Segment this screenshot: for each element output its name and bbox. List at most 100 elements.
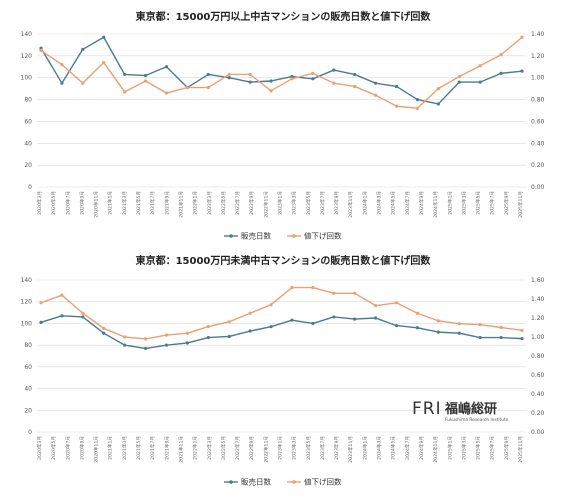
series-line-2 — [40, 36, 523, 110]
x-tick-label: 2023年3月 — [291, 191, 298, 215]
y-tick-label: 40 — [24, 140, 32, 147]
x-tick-label: 2025年5月 — [475, 191, 482, 215]
x-tick-label: 2020年11月 — [93, 436, 100, 463]
x-tick-label: 2020年9月 — [78, 191, 85, 215]
x-tick-label: 2021年9月 — [163, 436, 170, 460]
y2-tick-label: 0.80 — [531, 353, 545, 360]
data-point-2 — [415, 106, 420, 110]
x-tick-label: 2025年1月 — [446, 191, 453, 215]
x-tick-label: 2022年5月 — [220, 191, 227, 215]
x-tick-label: 2025年9月 — [503, 436, 510, 460]
logo: FRI 福嶋総研 Fukushima Research Institute — [412, 399, 509, 423]
data-point-1 — [499, 335, 503, 340]
logo-name-en: Fukushima Research Institute — [445, 417, 509, 423]
data-point-2 — [520, 328, 524, 332]
x-tick-label: 2022年1月 — [192, 191, 199, 215]
x-tick-label: 2020年3月 — [36, 191, 43, 215]
x-tick-label: 2022年7月 — [234, 191, 241, 215]
data-point-1 — [269, 79, 273, 83]
data-point-1 — [436, 102, 440, 106]
data-point-2 — [478, 64, 482, 68]
data-point-2 — [102, 326, 106, 331]
data-point-1 — [311, 77, 315, 81]
data-point-1 — [332, 68, 336, 72]
x-tick-label: 2023年11月 — [347, 191, 354, 218]
data-point-1 — [478, 335, 482, 340]
data-point-1 — [290, 318, 294, 322]
x-tick-label: 2025年9月 — [503, 191, 510, 215]
data-point-1 — [60, 314, 64, 318]
x-tick-label: 2025年3月 — [460, 436, 467, 460]
data-point-1 — [269, 325, 273, 329]
x-tick-label: 2023年1月 — [277, 436, 284, 460]
y2-tick-label: 1.40 — [531, 31, 545, 38]
data-point-1 — [164, 65, 169, 69]
series-line-2 — [40, 286, 523, 340]
data-point-2 — [290, 286, 294, 290]
data-point-1 — [415, 326, 420, 330]
y-tick-label: 0 — [28, 429, 32, 436]
data-point-2 — [353, 291, 357, 295]
x-tick-label: 2024年3月 — [376, 191, 383, 215]
data-point-2 — [60, 293, 64, 297]
y-tick-label: 100 — [21, 320, 33, 327]
x-tick-label: 2022年3月 — [206, 436, 213, 460]
data-point-2 — [457, 322, 461, 326]
data-point-2 — [185, 85, 189, 90]
chart-title: 東京都：15000万円未満中古マンションの販売日数と値下げ回数 — [136, 254, 432, 267]
y2-tick-label: 1.20 — [531, 315, 545, 322]
data-point-1 — [206, 72, 210, 77]
data-point-1 — [185, 341, 189, 345]
x-tick-label: 2024年9月 — [418, 436, 425, 460]
y2-tick-label: 0.20 — [531, 162, 545, 169]
data-point-2 — [206, 85, 210, 90]
data-point-1 — [290, 75, 294, 79]
x-tick-label: 2020年5月 — [50, 191, 57, 215]
y2-tick-label: 0.00 — [531, 184, 545, 191]
legend-swatch-marker — [229, 234, 233, 238]
data-point-2 — [248, 311, 252, 315]
data-point-2 — [332, 291, 336, 295]
data-point-2 — [39, 301, 43, 305]
x-tick-label: 2024年9月 — [418, 191, 425, 215]
x-tick-label: 2021年1月 — [107, 191, 114, 215]
x-tick-label: 2021年11月 — [177, 436, 184, 463]
data-point-1 — [123, 72, 127, 77]
x-tick-label: 2023年7月 — [319, 436, 326, 460]
legend-swatch-marker — [229, 480, 233, 484]
x-tick-label: 2025年5月 — [475, 436, 482, 460]
y-tick-label: 80 — [24, 342, 32, 349]
data-point-1 — [206, 335, 210, 340]
y-tick-label: 140 — [21, 31, 33, 38]
y2-tick-label: 1.00 — [531, 75, 545, 82]
data-point-2 — [499, 53, 503, 57]
data-point-2 — [374, 304, 378, 308]
legend-label: 値下げ回数 — [304, 231, 342, 241]
data-point-2 — [143, 337, 148, 341]
y2-tick-label: 1.00 — [531, 334, 545, 341]
x-tick-label: 2024年1月 — [361, 191, 368, 215]
data-point-1 — [332, 315, 336, 319]
data-point-2 — [415, 311, 420, 315]
y2-tick-label: 0.40 — [531, 140, 545, 147]
data-point-1 — [394, 84, 399, 89]
y2-tick-label: 1.20 — [531, 53, 545, 60]
x-tick-label: 2024年11月 — [432, 436, 439, 463]
data-point-2 — [123, 335, 127, 339]
data-point-2 — [332, 81, 336, 85]
y2-tick-label: 0.40 — [531, 391, 545, 398]
data-point-2 — [123, 90, 127, 94]
data-point-1 — [478, 80, 482, 84]
x-tick-label: 2024年11月 — [432, 191, 439, 218]
data-point-2 — [185, 331, 189, 335]
data-point-2 — [269, 89, 273, 93]
data-point-2 — [81, 81, 85, 85]
x-tick-label: 2020年3月 — [36, 436, 43, 460]
data-point-1 — [102, 35, 106, 39]
y2-tick-label: 0.60 — [531, 372, 545, 379]
x-tick-label: 2021年5月 — [135, 436, 142, 460]
x-tick-label: 2021年7月 — [149, 191, 156, 215]
data-point-2 — [102, 60, 106, 65]
data-point-2 — [227, 320, 231, 324]
